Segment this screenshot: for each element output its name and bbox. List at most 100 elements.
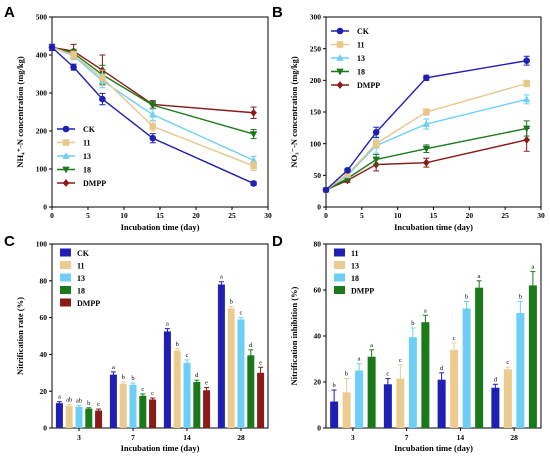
data-point [322,186,330,194]
legend-marker [336,41,344,48]
legend-marker [336,54,344,61]
legend-label: 13 [351,262,359,271]
legend-marker [336,81,344,89]
x-tick-label: 20 [192,211,200,220]
legend-label: 13 [77,274,85,283]
data-point [523,80,530,87]
data-point [372,156,380,164]
data-point [48,44,56,51]
y-tick-label: 60 [314,286,322,295]
y-tick-label: 200 [36,127,48,136]
significance-letter: a [478,273,481,280]
x-tick-label: 14 [183,433,191,442]
significance-letter: d [494,376,498,383]
y-tick-label: 0 [43,424,47,433]
bar-dmpp [367,356,376,428]
y-tick-label: 300 [36,89,48,98]
data-point [522,95,531,103]
bar-11 [330,401,339,428]
y-tick-label: 300 [310,13,322,22]
bar-dmpp [95,410,103,428]
x-tick-label: 3 [77,433,81,442]
y-tick-label: 0 [317,424,321,433]
y-axis-label: NO₃⁻-N concentration (mg/kg) [289,56,299,168]
bar-ck [109,374,117,428]
significance-letter: d [249,342,253,349]
significance-letter: a [531,264,534,271]
data-point [422,145,431,153]
significance-letter: c [399,357,402,364]
bar-13 [503,369,512,428]
series-line [51,46,254,135]
significance-letter: ab [66,396,72,403]
bar-dmpp [475,287,484,428]
data-point [70,51,77,59]
y-tick-label: 20 [314,378,322,387]
significance-letter: a [58,394,61,401]
legend: 11 13 18 DMPP [334,248,374,296]
legend-label: CK [77,249,90,258]
x-tick-label: 0 [324,211,328,220]
legend-label: 11 [357,41,365,50]
legend-label: 18 [83,166,91,175]
significance-letter: e [205,380,208,387]
bar-11 [119,383,127,428]
bar-ck [163,331,171,428]
panel-letter: D [272,233,283,250]
significance-letter: b [519,294,522,301]
legend-marker [336,68,344,76]
bar-18 [462,308,471,428]
y-tick-label: 0 [317,203,321,212]
data-point [70,63,77,71]
data-point [523,57,530,64]
y-tick-label: 100 [310,139,322,148]
bar-dmpp [257,372,265,428]
bar-18 [247,355,255,428]
significance-letter: c [386,371,389,378]
x-tick-label: 15 [156,211,164,220]
y-tick-label: 40 [40,350,48,359]
data-point [149,110,157,118]
x-tick-label: 20 [466,211,474,220]
legend-label: 18 [351,274,359,283]
bar-13 [342,392,351,428]
x-tick-label: 30 [264,211,272,220]
y-axis-label: Nitrification rate (%) [15,297,25,375]
x-axis-label: Incubation time (day) [394,443,473,453]
legend-marker [62,152,70,159]
significance-letter: a [370,342,373,349]
y-tick-label: 100 [36,240,48,249]
bar-dmpp [528,285,537,428]
plot-frame [51,243,269,429]
legend-swatch [334,286,345,294]
data-point [344,170,351,178]
bar-dmpp [421,322,430,428]
y-tick-label: 80 [314,240,322,249]
data-point [149,102,157,110]
series-18 [322,120,531,194]
significance-letter: a [112,364,115,371]
bar-ck [217,284,225,428]
significance-letter: b [176,341,179,348]
bar-dmpp [149,399,157,428]
significance-letter: e [259,359,262,366]
panel-c: 0 20 40 60 80 100 C Incubation time (day) Nitrif… [4,233,269,453]
x-tick-label: 28 [237,433,245,442]
x-axis-label: Incubation time (day) [394,222,473,232]
y-tick-label: 40 [314,332,322,341]
series-line [325,82,527,191]
legend-marker [62,166,70,174]
bar-13 [237,319,245,428]
y-tick-label: 250 [310,44,322,53]
y-tick-label: 400 [36,51,48,60]
x-tick-label: 14 [457,433,465,442]
bar-18 [408,337,417,428]
x-tick-label: 30 [537,211,545,220]
data-point [523,135,530,144]
y-axis-label: Nitrification inhibition (%) [289,286,299,385]
significance-letter: b [230,299,233,306]
x-tick-label: 28 [510,433,518,442]
panel-letter: A [4,4,15,21]
bar-13 [129,384,137,428]
bar-ck [55,403,63,428]
